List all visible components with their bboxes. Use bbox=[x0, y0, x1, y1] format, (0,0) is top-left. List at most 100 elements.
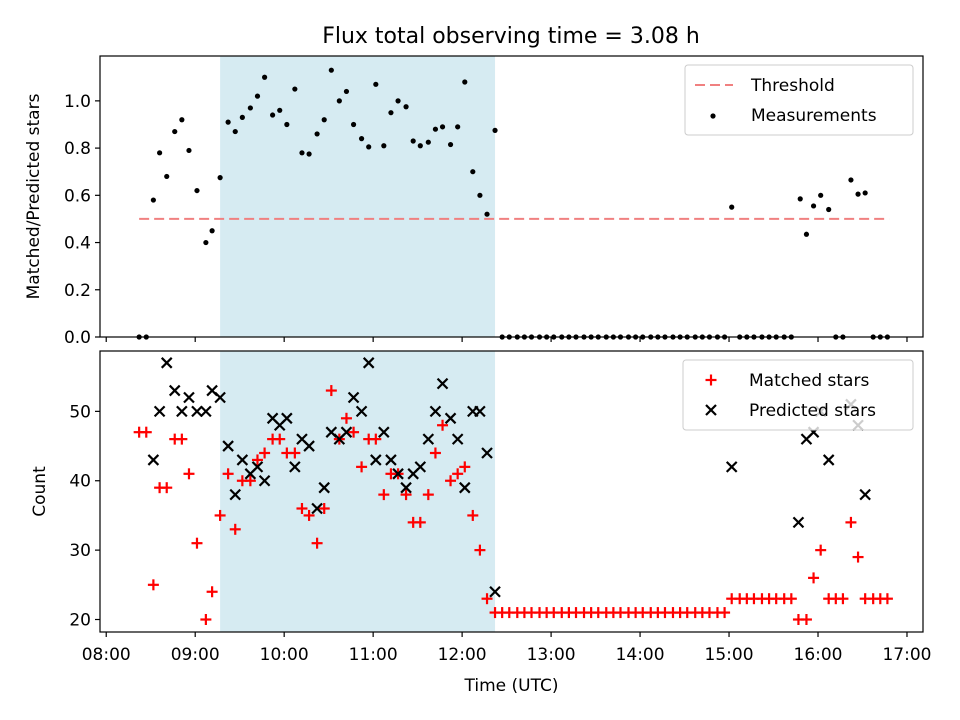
data-point bbox=[452, 468, 464, 480]
data-point bbox=[414, 461, 427, 473]
data-point bbox=[797, 196, 803, 202]
data-point bbox=[356, 461, 368, 473]
data-point bbox=[209, 228, 215, 234]
data-point bbox=[318, 481, 330, 494]
data-point bbox=[183, 468, 195, 480]
data-point bbox=[157, 150, 163, 156]
x-marker-b bbox=[236, 454, 249, 466]
data-point bbox=[810, 203, 817, 209]
legend-box bbox=[682, 359, 914, 431]
data-point bbox=[429, 447, 441, 459]
data-point bbox=[186, 147, 192, 154]
data-point bbox=[477, 192, 483, 198]
data-point bbox=[437, 419, 449, 431]
data-point bbox=[191, 537, 203, 549]
x-marker-b bbox=[318, 481, 330, 494]
figure-title: Flux total observing time = 3.08 h bbox=[322, 24, 700, 49]
series-matched-stars bbox=[133, 385, 893, 626]
x-marker-b bbox=[444, 412, 457, 425]
data-point bbox=[229, 523, 241, 535]
y-tick-label: 0.6 bbox=[64, 186, 91, 206]
data-point bbox=[370, 433, 382, 445]
x-marker-b bbox=[191, 405, 203, 418]
data-point bbox=[403, 104, 409, 110]
data-point bbox=[214, 509, 226, 521]
data-point bbox=[277, 107, 283, 113]
data-point bbox=[800, 614, 812, 626]
data-point bbox=[318, 502, 330, 514]
data-point bbox=[436, 377, 449, 390]
x-marker-b bbox=[355, 405, 368, 418]
data-point bbox=[247, 105, 253, 111]
x-marker-b bbox=[222, 440, 234, 452]
data-point bbox=[385, 454, 397, 466]
x-marker-b bbox=[400, 481, 412, 494]
x-marker-b bbox=[147, 454, 160, 466]
data-point bbox=[274, 433, 286, 445]
data-point bbox=[355, 405, 368, 418]
x-marker-b bbox=[474, 405, 486, 418]
x-marker-b bbox=[451, 433, 464, 445]
x-marker-b bbox=[153, 405, 166, 418]
x-tick-label: 08:00 bbox=[82, 645, 131, 665]
axes-frame bbox=[99, 55, 924, 338]
x-marker-b bbox=[859, 488, 871, 501]
data-point bbox=[214, 391, 226, 404]
x-marker-b bbox=[347, 391, 360, 404]
x-marker-b bbox=[303, 440, 315, 452]
data-point bbox=[417, 143, 423, 149]
data-point bbox=[822, 454, 835, 466]
data-point bbox=[492, 127, 498, 133]
data-point bbox=[222, 440, 234, 452]
data-point bbox=[378, 489, 390, 501]
y-tick-label: 40 bbox=[69, 472, 91, 492]
x-marker-b bbox=[311, 502, 323, 515]
data-point bbox=[340, 426, 353, 438]
data-point bbox=[432, 126, 439, 132]
data-point bbox=[200, 614, 212, 626]
data-point bbox=[358, 136, 365, 142]
x-tick-label: 10:00 bbox=[260, 645, 309, 665]
data-point bbox=[785, 593, 797, 605]
axes-frame bbox=[99, 350, 924, 633]
x-marker-b bbox=[481, 447, 493, 459]
data-point bbox=[719, 607, 731, 619]
data-point bbox=[459, 461, 471, 473]
data-point bbox=[862, 190, 868, 196]
legend: Matched stars Predicted stars bbox=[682, 359, 914, 431]
data-point bbox=[292, 86, 298, 92]
data-point bbox=[343, 88, 350, 95]
data-point bbox=[347, 391, 360, 404]
data-point bbox=[150, 197, 156, 203]
data-point bbox=[447, 141, 454, 148]
data-point bbox=[837, 593, 849, 605]
data-point bbox=[350, 121, 357, 128]
data-point bbox=[147, 454, 160, 466]
data-point bbox=[792, 516, 805, 529]
x-marker-b bbox=[459, 481, 471, 494]
data-point bbox=[306, 151, 312, 157]
legend-label: Predicted stars bbox=[749, 401, 876, 421]
data-point bbox=[808, 572, 820, 584]
data-point bbox=[455, 124, 461, 130]
data-point bbox=[172, 128, 178, 135]
legend-box bbox=[684, 64, 914, 136]
data-point bbox=[459, 481, 471, 494]
y-tick-label: 20 bbox=[69, 611, 91, 631]
data-point bbox=[311, 502, 323, 515]
data-point bbox=[451, 433, 464, 445]
y-tick-label: 0.8 bbox=[64, 139, 91, 159]
data-point bbox=[845, 516, 857, 528]
y-tick-label: 0.2 bbox=[64, 281, 91, 301]
data-point bbox=[881, 593, 893, 605]
data-point bbox=[474, 544, 486, 556]
data-point bbox=[303, 509, 315, 521]
x-marker-b bbox=[214, 391, 226, 404]
legend-dot-swatch bbox=[710, 113, 716, 119]
y-tick-label: 30 bbox=[69, 541, 91, 561]
x-marker-b bbox=[362, 357, 375, 369]
data-point bbox=[289, 461, 301, 473]
data-point bbox=[258, 474, 271, 487]
data-point bbox=[445, 475, 457, 487]
